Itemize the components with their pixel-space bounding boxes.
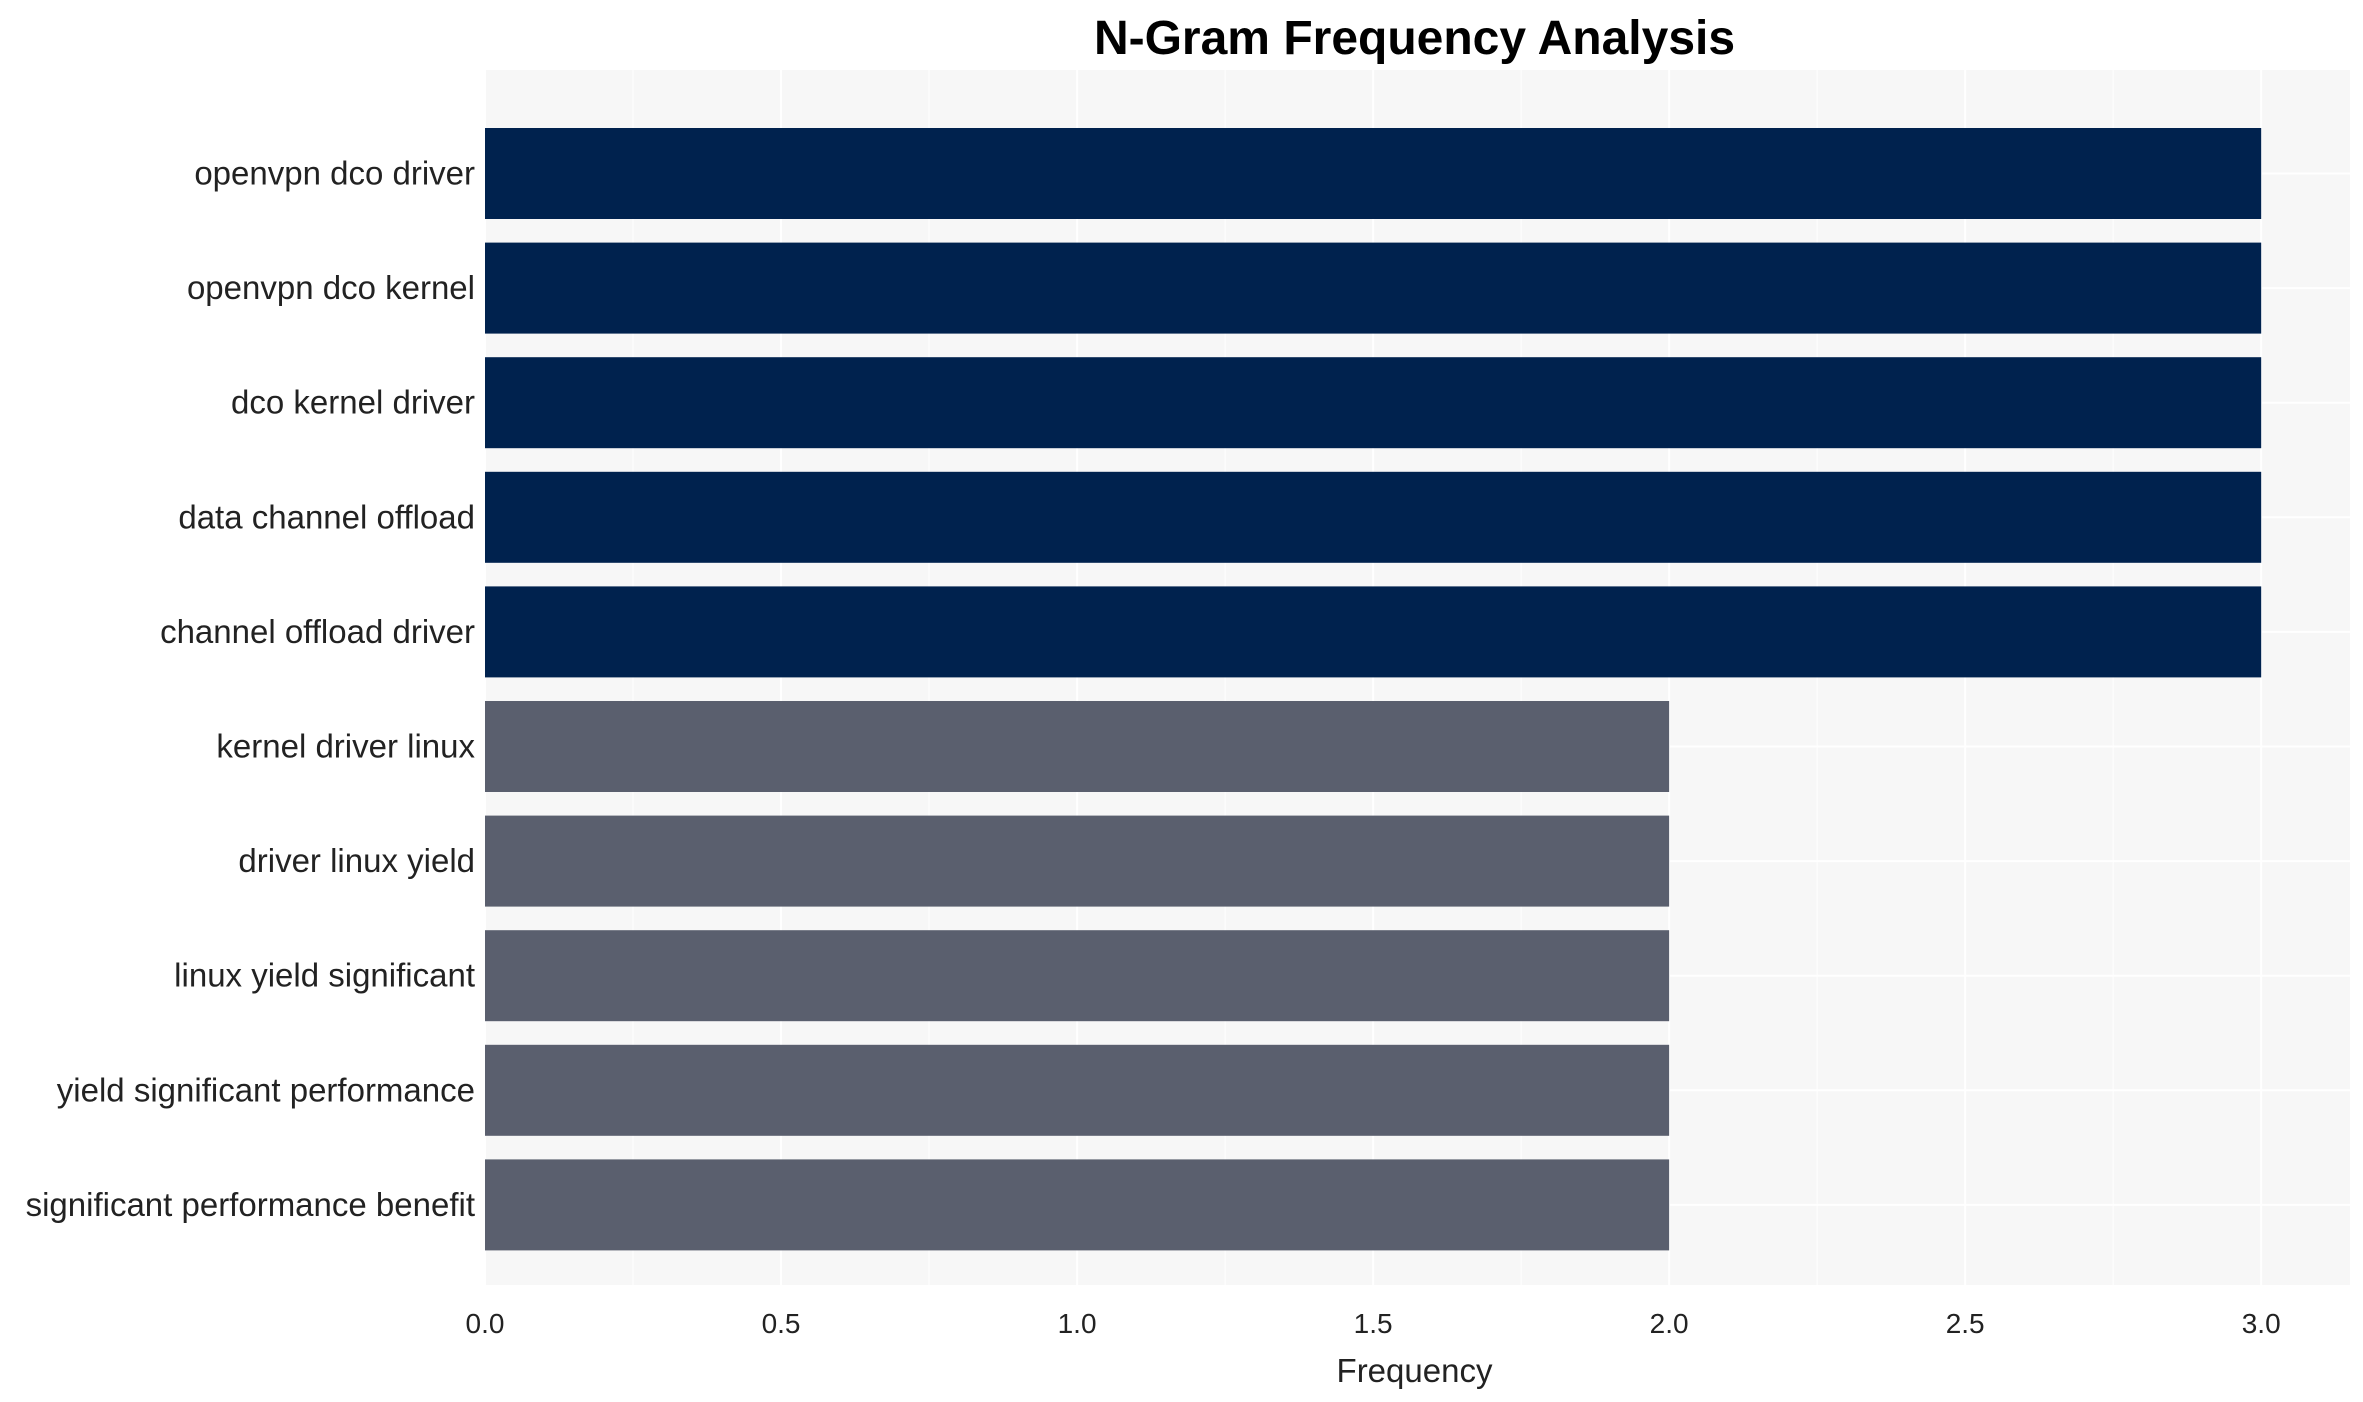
x-tick-label: 2.5 bbox=[1946, 1308, 1985, 1339]
x-tick-label: 3.0 bbox=[2242, 1308, 2281, 1339]
category-label: driver linux yield bbox=[238, 842, 475, 879]
x-tick-label: 0.5 bbox=[762, 1308, 801, 1339]
category-label: kernel driver linux bbox=[216, 728, 475, 765]
category-label: data channel offload bbox=[178, 498, 475, 535]
x-axis-title: Frequency bbox=[1337, 1352, 1493, 1389]
x-tick-label: 1.0 bbox=[1058, 1308, 1097, 1339]
bar-openvpn-dco-driver bbox=[485, 128, 2262, 219]
x-tick-label: 2.0 bbox=[1650, 1308, 1689, 1339]
bar-kernel-driver-linux bbox=[485, 701, 1670, 792]
category-label: openvpn dco driver bbox=[194, 155, 475, 192]
category-label: yield significant performance bbox=[57, 1071, 475, 1108]
bar-significant-performance-benefit bbox=[485, 1159, 1670, 1251]
category-label: linux yield significant bbox=[174, 957, 475, 994]
category-label: channel offload driver bbox=[160, 613, 475, 650]
bar-dco-kernel-driver bbox=[485, 357, 2262, 449]
category-labels: openvpn dco driver openvpn dco kernel dco … bbox=[26, 155, 476, 1223]
category-label: openvpn dco kernel bbox=[187, 269, 475, 306]
category-label: significant performance benefit bbox=[26, 1186, 475, 1223]
bar-yield-significant-performance bbox=[485, 1044, 1670, 1136]
x-tick-labels: 0.0 0.5 1.0 1.5 2.0 2.5 3.0 bbox=[466, 1308, 2281, 1339]
bar-channel-offload-driver bbox=[485, 586, 2262, 678]
category-label: dco kernel driver bbox=[231, 384, 475, 421]
bar-driver-linux-yield bbox=[485, 815, 1670, 907]
bar-openvpn-dco-kernel bbox=[485, 242, 2262, 334]
bar-data-channel-offload bbox=[485, 471, 2262, 563]
bar-linux-yield-significant bbox=[485, 930, 1670, 1022]
bars bbox=[485, 128, 2262, 1251]
x-tick-label: 0.0 bbox=[466, 1308, 505, 1339]
chart-title: N-Gram Frequency Analysis bbox=[1094, 12, 1735, 65]
x-tick-label: 1.5 bbox=[1354, 1308, 1393, 1339]
